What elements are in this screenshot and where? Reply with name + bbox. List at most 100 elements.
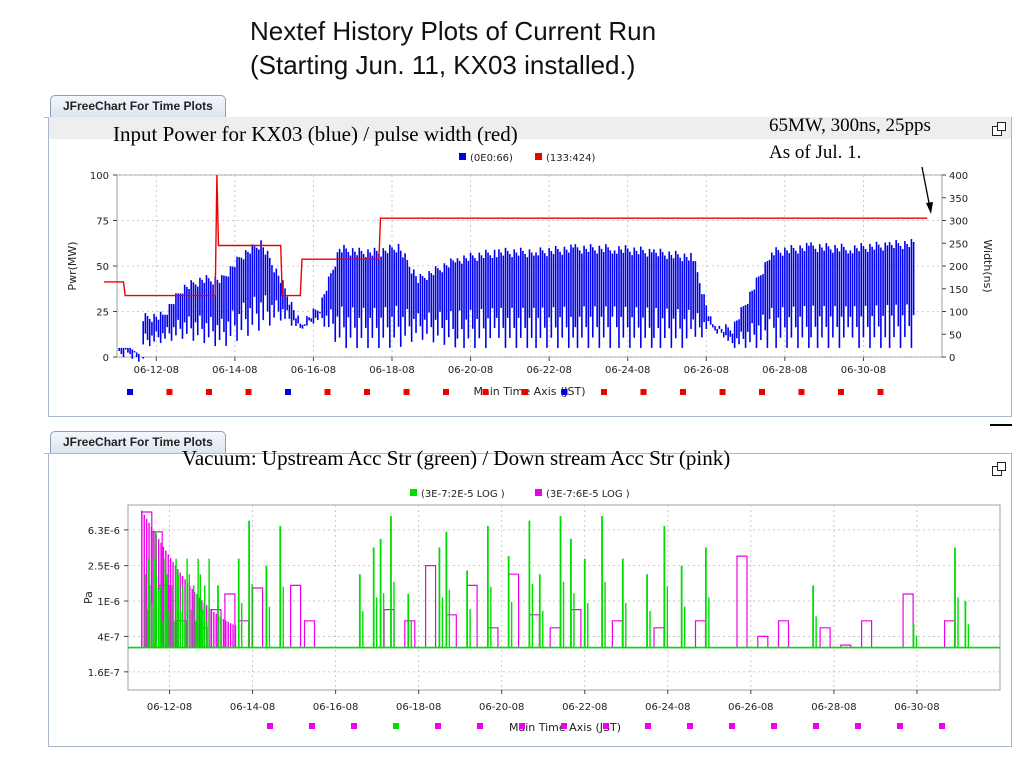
axis-marker xyxy=(443,389,449,395)
title-line-2: (Starting Jun. 11, KX03 installed.) xyxy=(250,50,636,80)
x-tick-label: 06-24-08 xyxy=(605,365,650,376)
y-tick-label: 1E-6 xyxy=(97,597,120,608)
y-tick-label: 75 xyxy=(96,217,109,228)
axis-marker xyxy=(206,389,212,395)
legend-swatch xyxy=(459,153,466,160)
axis-marker xyxy=(798,389,805,395)
x-tick-label: 06-12-08 xyxy=(134,365,179,376)
x-tick-label: 06-12-08 xyxy=(147,702,192,713)
legend-swatch xyxy=(535,489,542,496)
axis-marker xyxy=(897,723,903,729)
maximize-icon[interactable] xyxy=(991,121,1007,137)
y-tick-label: 25 xyxy=(96,308,109,319)
x-tick-label: 06-18-08 xyxy=(396,702,441,713)
axis-marker xyxy=(364,389,370,395)
axis-marker xyxy=(245,389,252,395)
axis-marker xyxy=(561,389,568,395)
axis-marker xyxy=(477,723,483,729)
tab-time-plots[interactable]: JFreeChart For Time Plots xyxy=(50,431,226,453)
legend-label: (133:424) xyxy=(546,153,595,164)
axis-marker xyxy=(519,723,525,729)
vacuum-chart-heading: Vacuum: Upstream Acc Str (green) / Down … xyxy=(182,446,731,470)
header-strip xyxy=(49,117,1011,139)
x-tick-label: 06-16-08 xyxy=(313,702,358,713)
axis-marker xyxy=(166,389,173,395)
power-note-line-1: 65MW, 300ns, 25pps xyxy=(769,115,931,136)
y2-tick-label: 50 xyxy=(949,330,962,341)
x-tick-label: 06-18-08 xyxy=(369,365,414,376)
axis-marker xyxy=(687,723,693,729)
axis-marker xyxy=(351,723,357,729)
axis-marker xyxy=(939,723,945,729)
annotation-arrow xyxy=(921,166,931,209)
axis-marker xyxy=(719,389,726,395)
x-tick-label: 06-22-08 xyxy=(526,365,571,376)
axis-marker xyxy=(601,389,607,395)
x-tick-label: 06-14-08 xyxy=(230,702,275,713)
axis-marker xyxy=(759,389,765,395)
x-tick-label: 06-30-08 xyxy=(894,702,939,713)
divider-line xyxy=(990,424,1012,426)
axis-marker xyxy=(640,389,647,395)
axis-marker xyxy=(680,389,686,395)
y2-tick-label: 350 xyxy=(949,194,968,205)
y-axis-label: Pa xyxy=(82,591,95,604)
axis-marker xyxy=(877,389,884,395)
title-line-1: Nextef History Plots of Current Run xyxy=(250,16,657,46)
y-tick-label: 1.6E-7 xyxy=(88,668,120,679)
axis-marker xyxy=(838,389,844,395)
legend-swatch xyxy=(535,153,542,160)
axis-marker xyxy=(393,723,399,729)
x-tick-label: 06-14-08 xyxy=(212,365,257,376)
axis-marker xyxy=(771,723,777,729)
x-tick-label: 06-26-08 xyxy=(728,702,773,713)
y-tick-label: 0 xyxy=(103,353,109,364)
series-power xyxy=(118,239,915,362)
legend-label: (3E-7:2E-5 LOG ) xyxy=(421,489,505,500)
x-tick-label: 06-26-08 xyxy=(684,365,729,376)
x-tick-label: 06-28-08 xyxy=(811,702,856,713)
axis-marker xyxy=(127,389,133,395)
y2-tick-label: 100 xyxy=(949,308,968,319)
slide-title: Nextef History Plots of Current Run (Sta… xyxy=(250,14,656,82)
x-tick-label: 06-22-08 xyxy=(562,702,607,713)
maximize-icon[interactable] xyxy=(991,461,1007,477)
annotation-arrowhead xyxy=(926,202,933,214)
y2-axis-label: Width(ns) xyxy=(981,239,994,292)
tab-time-plots[interactable]: JFreeChart For Time Plots xyxy=(50,95,226,117)
series-width xyxy=(103,174,928,297)
y2-tick-label: 250 xyxy=(949,239,968,250)
power-chart-heading: Input Power for KX03 (blue) / pulse widt… xyxy=(113,122,518,146)
y2-tick-label: 400 xyxy=(949,171,968,182)
x-tick-label: 06-20-08 xyxy=(448,365,493,376)
x-tick-label: 06-28-08 xyxy=(762,365,807,376)
y-tick-label: 100 xyxy=(90,171,109,182)
axis-marker xyxy=(603,723,609,729)
axis-marker xyxy=(482,389,489,395)
y2-tick-label: 0 xyxy=(949,353,955,364)
power-note: 65MW, 300ns, 25pps As of Jul. 1. xyxy=(769,112,931,166)
series-upstream xyxy=(128,516,1000,649)
axis-marker xyxy=(522,389,528,395)
chart-frame xyxy=(48,117,1012,417)
axis-marker xyxy=(324,389,331,395)
y2-tick-label: 150 xyxy=(949,285,968,296)
x-axis-label: Main Time Axis (JST) xyxy=(473,385,585,398)
y2-tick-label: 300 xyxy=(949,217,968,228)
legend-label: (3E-7:6E-5 LOG ) xyxy=(546,489,630,500)
x-tick-label: 06-30-08 xyxy=(841,365,886,376)
y-tick-label: 2.5E-6 xyxy=(88,562,120,573)
axis-marker xyxy=(403,389,410,395)
axis-marker xyxy=(285,389,291,395)
axis-marker xyxy=(645,723,651,729)
y-tick-label: 4E-7 xyxy=(97,632,120,643)
y-tick-label: 6.3E-6 xyxy=(88,526,120,537)
axis-marker xyxy=(729,723,735,729)
power-note-line-2: As of Jul. 1. xyxy=(769,142,862,163)
y2-tick-label: 200 xyxy=(949,262,968,273)
x-tick-label: 06-24-08 xyxy=(645,702,690,713)
axis-marker xyxy=(561,723,567,729)
axis-marker xyxy=(813,723,819,729)
axis-marker xyxy=(267,723,273,729)
axis-marker xyxy=(855,723,861,729)
